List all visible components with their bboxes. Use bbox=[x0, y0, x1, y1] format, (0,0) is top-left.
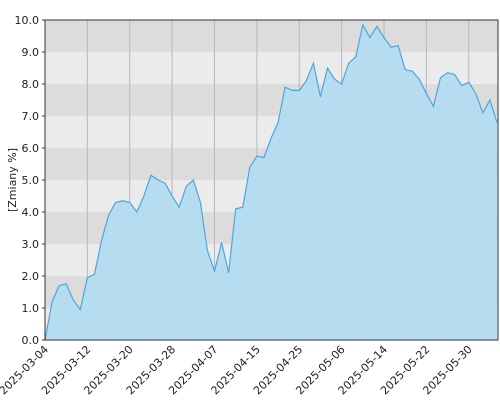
y-tick-label: 0.0 bbox=[22, 334, 40, 347]
y-tick-label: 4.0 bbox=[22, 206, 40, 219]
y-tick-label: 2.0 bbox=[22, 270, 40, 283]
area bbox=[45, 24, 497, 341]
y-tick-label: 9.0 bbox=[22, 46, 40, 59]
y-tick-label: 8.0 bbox=[22, 78, 40, 91]
y-tick-label: 6.0 bbox=[22, 142, 40, 155]
y-tick-label: 3.0 bbox=[22, 238, 40, 251]
y-tick-label: 7.0 bbox=[22, 110, 40, 123]
y-axis-label: [Zmiany %] bbox=[6, 148, 19, 212]
line bbox=[44, 23, 498, 341]
band bbox=[45, 52, 498, 84]
y-tick-label: 5.0 bbox=[22, 174, 40, 187]
y-tick-label: 10.0 bbox=[15, 14, 40, 27]
band bbox=[45, 20, 498, 52]
plot-frame bbox=[44, 19, 499, 341]
y-tick-label: 1.0 bbox=[22, 302, 40, 315]
